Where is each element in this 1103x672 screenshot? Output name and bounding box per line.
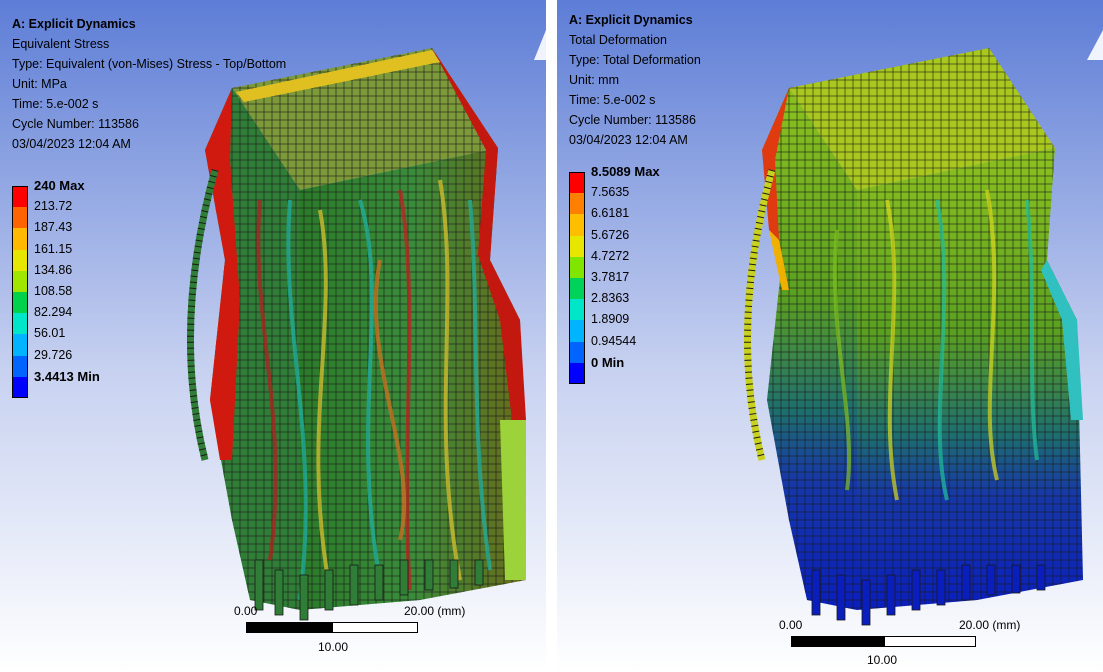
panel-divider <box>546 0 557 672</box>
legend-swatch <box>569 341 585 363</box>
legend-value-label: 7.5635 <box>591 185 630 200</box>
legend-swatch <box>12 376 28 398</box>
result-time: Time: 5.e-002 s <box>12 97 99 111</box>
legend-value-label: 240 Max <box>34 178 85 193</box>
total-deformation-viewport[interactable]: A: Explicit Dynamics Total Deformation T… <box>557 0 1103 672</box>
analysis-title: A: Explicit Dynamics <box>12 17 136 31</box>
legend-value-label: 29.726 <box>34 347 73 362</box>
result-type: Type: Total Deformation <box>569 53 701 67</box>
legend-value-label: 2.8363 <box>591 291 630 306</box>
legend-value-label: 108.58 <box>34 283 73 298</box>
deformation-mesh-model[interactable] <box>557 0 1103 672</box>
legend-value-label: 8.5089 Max <box>591 164 660 179</box>
legend-value-label: 4.7272 <box>591 248 630 263</box>
legend-swatch <box>569 193 585 215</box>
scale-mid-label: 10.00 <box>318 640 349 654</box>
legend-value-label: 161.15 <box>34 241 73 256</box>
scale-mid-label: 10.00 <box>867 653 898 667</box>
scale-bar-graphic <box>246 622 418 633</box>
analysis-title: A: Explicit Dynamics <box>569 13 693 27</box>
legend-value-label: 1.8909 <box>591 312 630 327</box>
result-type: Type: Equivalent (von-Mises) Stress - To… <box>12 57 287 71</box>
result-date: 03/04/2023 12:04 AM <box>569 133 688 147</box>
equivalent-stress-viewport[interactable]: A: Explicit Dynamics Equivalent Stress T… <box>0 0 546 672</box>
legend-swatch <box>569 362 585 384</box>
legend-value-label: 82.294 <box>34 305 73 320</box>
legend-swatch <box>12 228 28 250</box>
legend-swatch <box>569 256 585 278</box>
legend-swatch <box>569 277 585 300</box>
legend-value-label: 56.01 <box>34 326 66 341</box>
legend-value-label: 213.72 <box>34 199 73 214</box>
legend-swatch <box>12 313 28 335</box>
result-cycle: Cycle Number: 113586 <box>12 117 139 131</box>
scale-end-label: 20.00 (mm) <box>959 618 1021 632</box>
result-name: Equivalent Stress <box>12 37 110 51</box>
legend-value-label: 0 Min <box>591 354 625 370</box>
legend-value-label: 134.86 <box>34 262 73 277</box>
legend-swatch <box>569 320 585 342</box>
legend-swatch <box>12 186 28 208</box>
result-unit: Unit: MPa <box>12 77 67 91</box>
legend-value-label: 3.4413 Min <box>34 368 100 384</box>
scale-bar-graphic <box>791 636 976 647</box>
legend-value-label: 6.6181 <box>591 206 630 221</box>
result-time: Time: 5.e-002 s <box>569 93 656 107</box>
legend-swatch <box>12 207 28 229</box>
legend-swatch <box>12 334 28 356</box>
result-header: A: Explicit Dynamics Equivalent Stress T… <box>12 14 286 154</box>
legend-value-label: 187.43 <box>34 220 73 235</box>
legend-swatch <box>569 235 585 257</box>
legend-swatch <box>12 249 28 271</box>
legend-swatch <box>12 270 28 292</box>
result-name: Total Deformation <box>569 33 667 47</box>
result-date: 03/04/2023 12:04 AM <box>12 137 131 151</box>
scale-end-label: 20.00 (mm) <box>404 604 466 618</box>
stress-mesh-model[interactable] <box>0 0 546 672</box>
scale-start-label: 0.00 <box>234 604 258 618</box>
legend-value-label: 0.94544 <box>591 333 637 348</box>
scale-start-label: 0.00 <box>779 618 803 632</box>
legend-swatch <box>12 355 28 377</box>
result-header: A: Explicit Dynamics Total Deformation T… <box>569 10 701 150</box>
legend-value-label: 5.6726 <box>591 227 630 242</box>
legend-value-label: 3.7817 <box>591 269 630 284</box>
legend-swatch <box>569 214 585 236</box>
legend-swatch <box>569 299 585 321</box>
legend-swatch <box>12 291 28 314</box>
result-unit: Unit: mm <box>569 73 619 87</box>
result-cycle: Cycle Number: 113586 <box>569 113 696 127</box>
legend-swatch <box>569 172 585 194</box>
